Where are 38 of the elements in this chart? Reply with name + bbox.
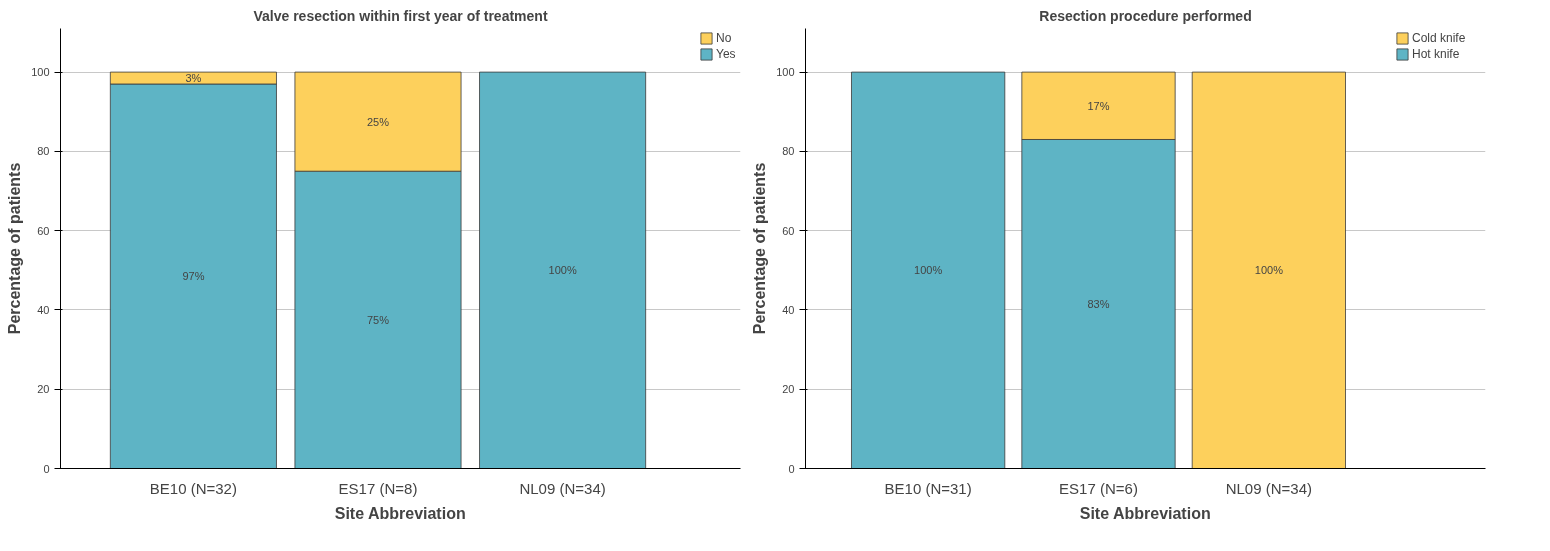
legend-label: No [716,30,733,46]
y-axis-title: Percentage of patients [6,162,24,335]
x-tick-label: ES17 (N=8) [338,479,418,497]
data-label: 100% [1254,264,1284,277]
y-tick-label: 0 [788,462,795,475]
x-tick-label: BE10 (N=31) [884,479,972,497]
data-label: 17% [1087,99,1110,112]
y-tick-label: 80 [782,145,795,158]
y-tick-label: 0 [43,462,50,475]
legend-label: Yes [716,46,736,62]
data-label: 3% [185,72,202,85]
y-tick-label: 80 [37,145,50,158]
y-tick-label: 60 [37,224,50,237]
x-tick-label: NL09 (N=34) [1225,479,1312,497]
data-label: 83% [1087,298,1110,310]
chart-title: Resection procedure performed [1039,7,1252,24]
x-tick-label: ES17 (N=6) [1059,479,1138,497]
chart-title: Valve resection within first year of treatment [253,7,548,24]
data-label: 100% [914,264,943,277]
x-axis-title: Site Abbreviation [1079,504,1211,522]
x-axis-title: Site Abbreviation [334,504,466,522]
data-label: 100% [548,264,577,277]
legend-label: Cold knife [1412,30,1466,46]
data-label: 97% [182,270,205,283]
y-tick-label: 40 [782,303,795,316]
data-label: 25% [366,115,390,128]
data-label: 75% [366,313,390,326]
legend-label: Hot knife [1412,46,1460,62]
y-tick-label: 20 [37,383,50,396]
y-tick-label: 60 [782,224,795,237]
y-axis-title: Percentage of patients [751,162,769,335]
bar [479,71,647,469]
y-tick-label: 20 [782,383,795,396]
x-tick-label: BE10 (N=32) [149,479,237,497]
y-tick-label: 100 [776,66,795,79]
x-tick-label: NL09 (N=34) [519,479,606,497]
y-tick-label: 40 [37,303,50,316]
y-tick-label: 100 [31,66,50,79]
